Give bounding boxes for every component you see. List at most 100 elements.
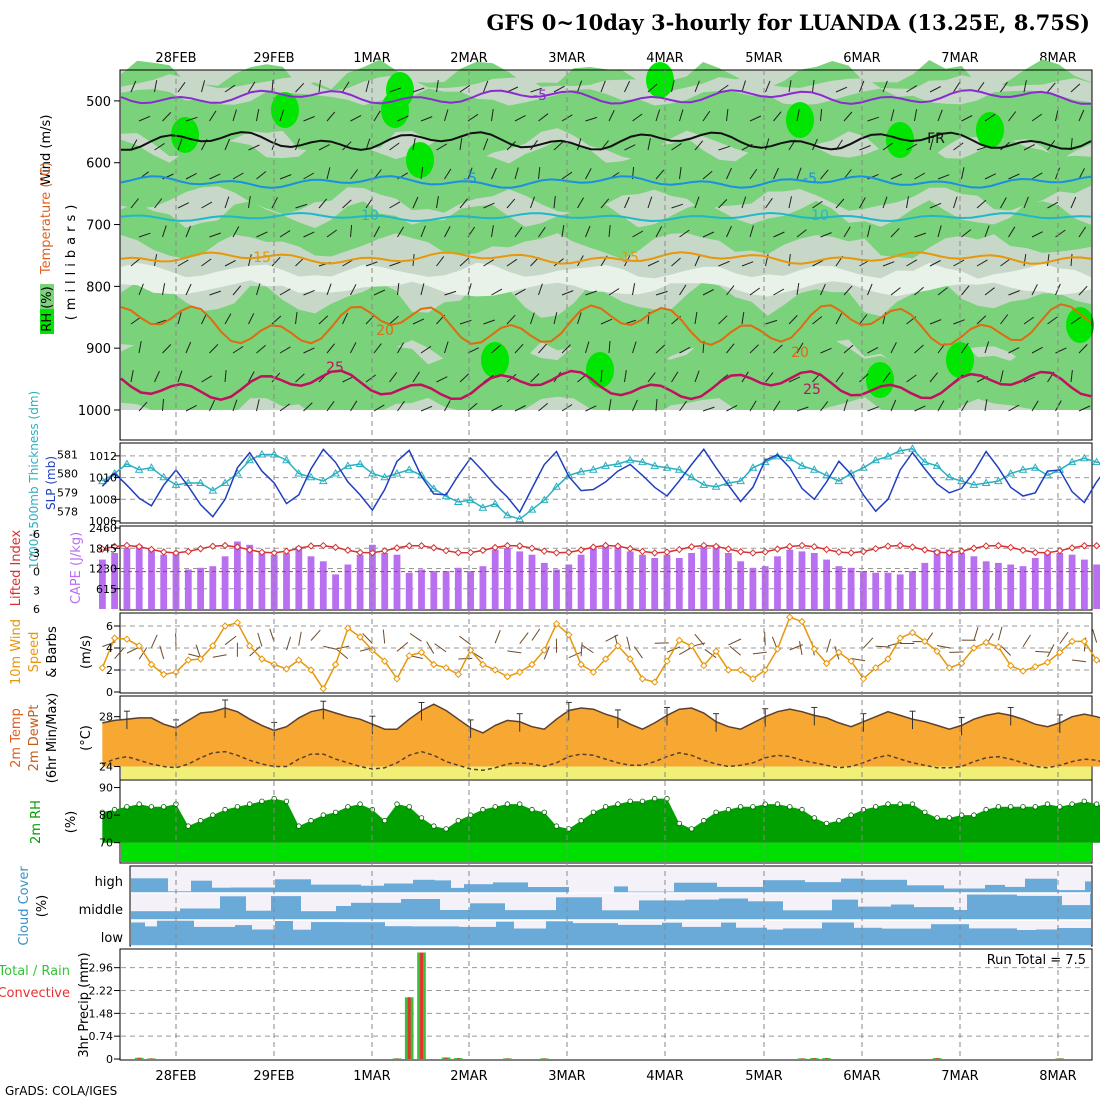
upper-air-frame xyxy=(119,69,1093,441)
upper-wind-barb xyxy=(1055,229,1066,238)
wind10m-barb xyxy=(568,651,582,659)
upper-wind-barb xyxy=(702,110,711,122)
rh-blob xyxy=(976,112,1004,148)
pressure-tick-label: 800 xyxy=(86,280,111,295)
upper-wind-barb xyxy=(538,283,543,296)
cloud-bar xyxy=(1057,890,1085,893)
pressure-axis: 500 600 700 800 900 1000 xyxy=(78,95,120,419)
ylabel-rh2m: 2m RH xyxy=(29,800,44,844)
upper-wind-barb xyxy=(444,109,449,122)
lifted-index-line-point xyxy=(552,549,561,557)
wind10m-speed-line-point xyxy=(626,655,634,663)
cloud-bar xyxy=(311,922,346,946)
upper-wind-barb xyxy=(796,167,802,180)
upper-wind-barb xyxy=(1031,231,1043,238)
upper-wind-barb xyxy=(788,315,798,325)
rh2m-point xyxy=(615,801,621,807)
upper-wind-barb xyxy=(389,87,401,93)
rh2m-point xyxy=(639,798,646,804)
rh2m-point xyxy=(1093,801,1100,807)
lifted-index-line-point xyxy=(209,542,217,550)
rh2m-point xyxy=(541,809,547,815)
wind10m-barb xyxy=(694,633,705,646)
upper-wind-barb xyxy=(1023,80,1027,93)
upper-wind-barb xyxy=(718,145,731,151)
upper-wind-barb xyxy=(1047,201,1059,209)
cape-bar xyxy=(504,548,511,609)
upper-wind-barb xyxy=(506,141,516,151)
axis-tick-label: 2.96 xyxy=(89,962,114,975)
axis-tick-label: 0 xyxy=(106,686,113,699)
cape-bar xyxy=(221,556,229,609)
upper-wind-barb xyxy=(679,109,684,122)
cloud-bar xyxy=(1005,886,1025,893)
cape-bar xyxy=(393,554,401,609)
wind10m-speed-line-point xyxy=(638,675,647,683)
wind10m-speed-line-point xyxy=(908,628,917,637)
upper-wind-barb xyxy=(303,289,315,296)
thickness-line-point xyxy=(871,455,881,464)
cloud-bar xyxy=(470,903,505,920)
upper-wind-barb xyxy=(953,81,961,93)
upper-wind-barb xyxy=(201,80,206,93)
upper-wind-barb xyxy=(130,139,138,151)
wind10m-barb xyxy=(310,629,321,641)
upper-wind-barb xyxy=(397,115,409,122)
cape-bar xyxy=(442,571,450,609)
upper-wind-barb xyxy=(953,319,965,325)
rh2m-point xyxy=(160,804,167,810)
upper-wind-barb xyxy=(608,288,620,296)
upper-wind-barb xyxy=(694,80,700,93)
upper-wind-barb xyxy=(326,229,337,238)
rh2m-point xyxy=(909,801,916,807)
upper-wind-barb xyxy=(420,405,433,412)
thickness-line-point xyxy=(785,453,795,462)
lifted-index-line-point xyxy=(896,541,904,550)
upper-wind-barb xyxy=(929,86,941,93)
lifted-index-line-point xyxy=(98,545,107,553)
cloud-bar xyxy=(514,928,546,946)
wind10m-barb xyxy=(126,646,140,654)
wind10m-barb xyxy=(257,632,263,647)
upper-wind-barb xyxy=(412,87,425,93)
lifted-index-line-point xyxy=(344,546,352,554)
rh2m-point xyxy=(517,801,523,807)
upper-wind-barb xyxy=(1008,347,1020,354)
cloud-bar xyxy=(131,878,168,893)
upper-wind-barb xyxy=(647,138,651,151)
rh2m-point xyxy=(443,826,449,832)
upper-wind-barb xyxy=(538,402,549,412)
axis-tick-label: 2460 xyxy=(89,522,117,535)
cloud-bar xyxy=(736,927,767,946)
upper-wind-barb xyxy=(984,225,990,238)
rh2m-point xyxy=(946,815,952,821)
upper-wind-barb xyxy=(702,406,715,412)
cloud-bar xyxy=(602,910,639,920)
upper-wind-barb xyxy=(679,284,687,296)
rh2m-point xyxy=(983,806,989,813)
wind10m-speed-line-point xyxy=(184,656,192,664)
lifted-index-line-point xyxy=(749,549,757,557)
upper-wind-barb xyxy=(185,283,192,296)
cape-bar xyxy=(307,556,315,609)
cloud-bar xyxy=(1036,929,1057,946)
upper-wind-barb xyxy=(201,201,213,209)
cloud-bar xyxy=(311,884,361,893)
upper-wind-barb xyxy=(350,114,362,122)
upper-wind-barb xyxy=(961,229,972,238)
wind10m-barb xyxy=(973,627,979,641)
pressure-tick-label: 600 xyxy=(86,157,111,172)
thickness-line-point xyxy=(429,484,439,492)
rh2m-point xyxy=(897,801,903,807)
cloud-bar xyxy=(841,878,865,893)
cloud-bar xyxy=(191,880,212,893)
upper-wind-barb xyxy=(929,260,941,267)
upper-wind-barb xyxy=(295,203,308,209)
wind10m-speed-line-point xyxy=(479,660,487,669)
cloud-bar xyxy=(401,899,440,920)
thickness-line-point xyxy=(552,482,561,490)
wind10m-speed-line-point xyxy=(503,672,512,681)
cape-bar xyxy=(209,566,217,609)
upper-wind-barb xyxy=(820,347,832,354)
